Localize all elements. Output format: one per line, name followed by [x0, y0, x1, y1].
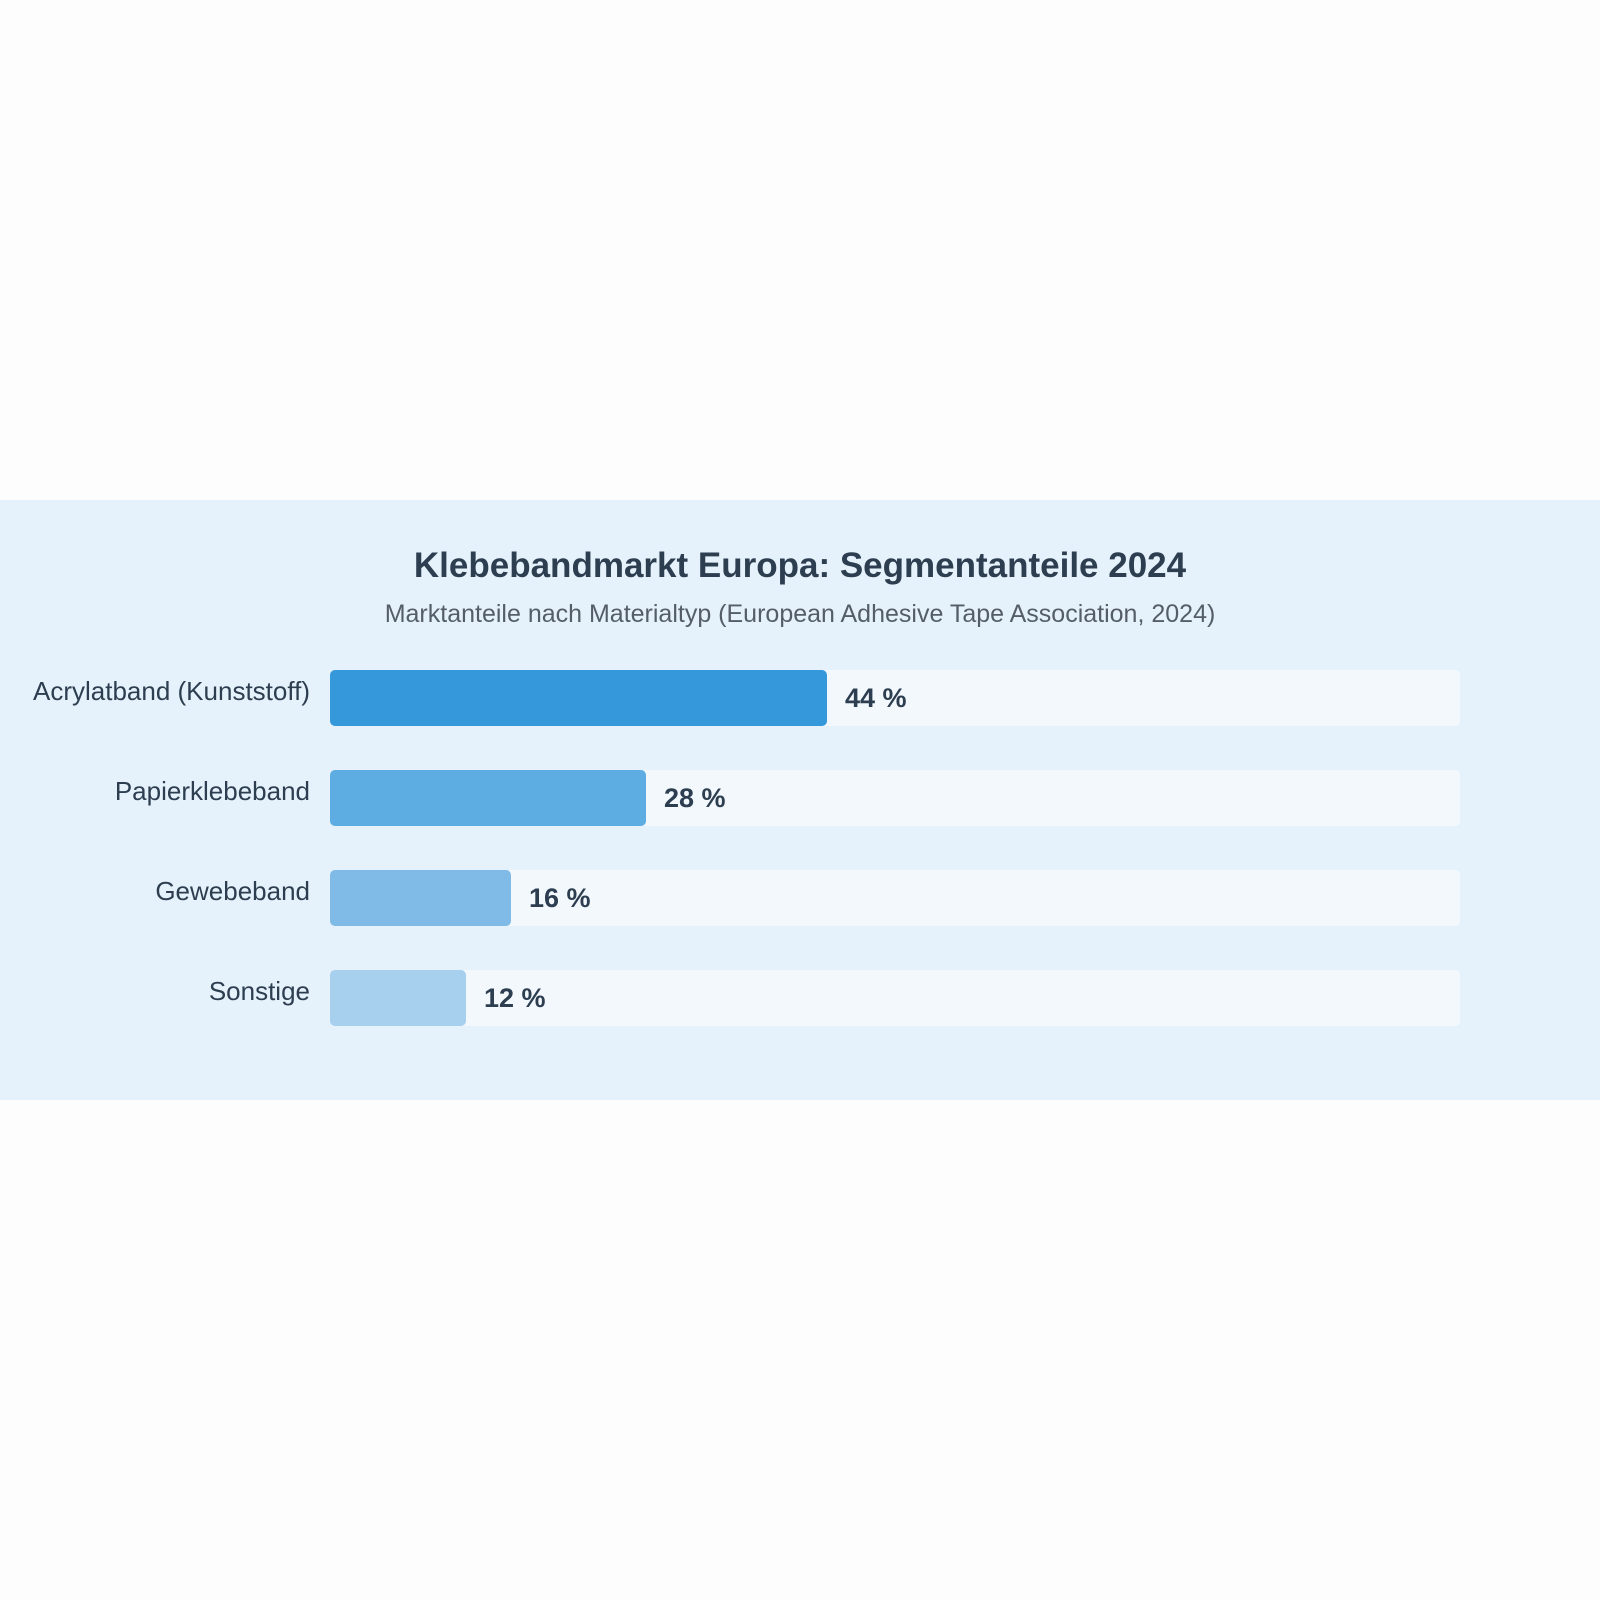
chart-subtitle: Marktanteile nach Materialtyp (European … [384, 600, 1216, 628]
category-label: Acrylatband (Kunststoff) [33, 676, 310, 706]
bar [330, 770, 646, 826]
value-label: 12 % [484, 983, 546, 1013]
bar-row: Gewebeband 16 % [0, 870, 1600, 926]
bar [330, 670, 827, 726]
bar-row: Sonstige 12 % [0, 970, 1600, 1026]
bar [330, 970, 466, 1026]
category-label: Sonstige [208, 976, 310, 1006]
bar-track [330, 870, 1460, 926]
category-label: Papierklebeband [114, 776, 310, 806]
bar [330, 870, 511, 926]
value-label: 44 % [845, 683, 907, 713]
chart-title: Klebebandmarkt Europa: Segmentanteile 20… [413, 546, 1187, 585]
value-label: 16 % [529, 883, 591, 913]
bar-track [330, 970, 1460, 1026]
bar-row: Acrylatband (Kunststoff) 44 % [0, 670, 1600, 726]
bar-row: Papierklebeband 28 % [0, 770, 1600, 826]
chart-panel: Klebebandmarkt Europa: Segmentanteile 20… [0, 500, 1600, 1100]
category-label: Gewebeband [155, 876, 310, 906]
value-label: 28 % [664, 783, 726, 813]
